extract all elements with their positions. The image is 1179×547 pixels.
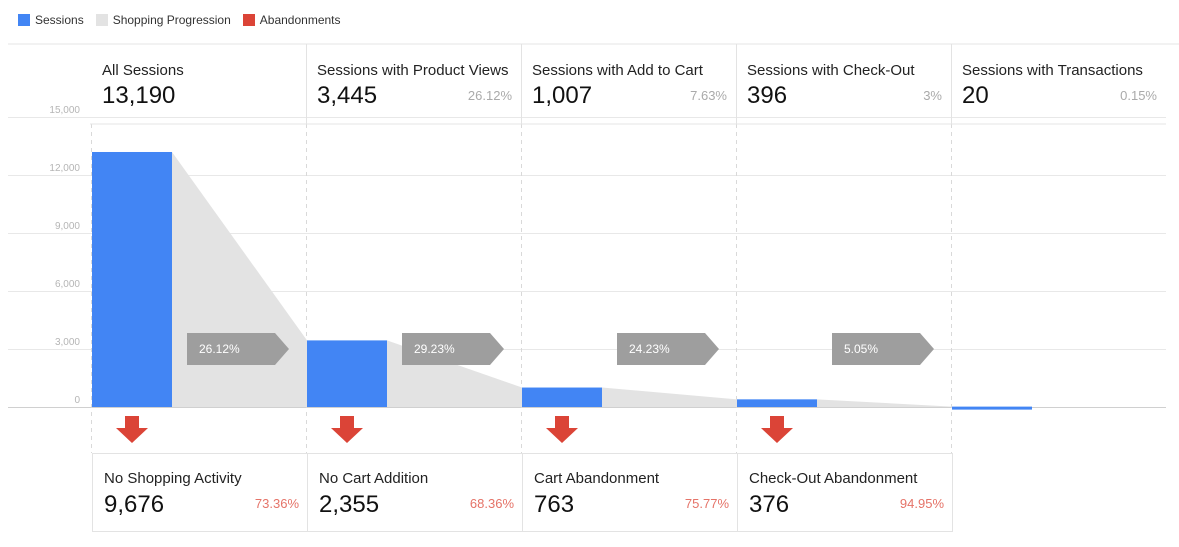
- conversion-rate-label: 29.23%: [414, 342, 455, 356]
- y-tick-label: 12,000: [49, 163, 80, 174]
- y-tick-label: 6,000: [54, 279, 80, 290]
- conversion-rate-label: 26.12%: [199, 342, 240, 356]
- stage-header: Sessions with Check-Out 396 3%: [735, 60, 950, 120]
- stage-header: Sessions with Transactions 20 0.15%: [950, 60, 1165, 120]
- abandonment-name: Cart Abandonment: [534, 470, 660, 487]
- abandonment-arrow-1: [331, 416, 363, 443]
- bar-1: [307, 340, 387, 407]
- abandonment-value: 376: [749, 491, 790, 518]
- stage-value: 1,007: [532, 82, 593, 109]
- bar-4: [952, 406, 1032, 410]
- abandonment-box: Cart Abandonment 763 75.77%: [522, 453, 737, 531]
- abandonment-box: No Cart Addition 2,355 68.36%: [307, 453, 522, 531]
- abandonment-name: No Shopping Activity: [104, 470, 242, 487]
- stage-header: All Sessions 13,190: [90, 60, 305, 120]
- abandonment-value: 763: [534, 491, 575, 518]
- y-tick-label: 9,000: [54, 221, 80, 232]
- abandonment-arrow-3: [761, 416, 793, 443]
- abandonment-percent: 73.36%: [254, 496, 299, 511]
- conversion-arrow-3: [832, 333, 934, 365]
- legend-swatch-shopping-progression: [95, 14, 108, 26]
- bar-2: [522, 387, 602, 407]
- conversion-rate-label: 5.05%: [844, 342, 879, 356]
- abandonment-value: 9,676: [104, 491, 165, 518]
- stage-name: All Sessions: [102, 62, 184, 79]
- stage-percent: 26.12%: [467, 88, 512, 103]
- stage-percent: 0.15%: [1120, 88, 1157, 103]
- abandonment-value: 2,355: [319, 491, 380, 518]
- stage-value: 396: [747, 82, 788, 109]
- stage-percent: 3%: [923, 88, 942, 103]
- legend-item-abandonments[interactable]: Abandonments: [242, 13, 341, 27]
- bar-0: [92, 151, 172, 407]
- stage-header: Sessions with Product Views 3,445 26.12%: [305, 60, 520, 120]
- abandonment-arrow-0: [116, 416, 148, 443]
- stage-name: Sessions with Transactions: [962, 62, 1143, 79]
- stage-percent: 7.63%: [690, 88, 727, 103]
- abandonment-percent: 94.95%: [899, 496, 944, 511]
- abandonment-name: Check-Out Abandonment: [749, 470, 918, 487]
- legend-item-sessions[interactable]: Sessions: [18, 13, 84, 27]
- legend-item-shopping-progression[interactable]: Shopping Progression: [95, 13, 231, 27]
- abandonment-percent: 68.36%: [469, 496, 514, 511]
- y-tick-label: 3,000: [54, 337, 80, 348]
- stage-name: Sessions with Add to Cart: [532, 62, 703, 79]
- chart-legend: Sessions Shopping Progression Abandonmen…: [18, 12, 353, 28]
- abandonment-percent: 75.77%: [684, 496, 729, 511]
- bar-3: [737, 399, 817, 407]
- conversion-arrow-0: [187, 333, 289, 365]
- conversion-arrow-1: [402, 333, 504, 365]
- conversion-rate-label: 24.23%: [629, 342, 670, 356]
- abandonment-name: No Cart Addition: [319, 470, 429, 487]
- progression-area-2: [602, 387, 737, 407]
- legend-swatch-sessions: [18, 14, 30, 26]
- stage-value: 13,190: [102, 82, 176, 109]
- stage-value: 20: [962, 82, 989, 109]
- y-tick-label: 15,000: [49, 105, 80, 116]
- abandonment-box: No Shopping Activity 9,676 73.36%: [92, 453, 307, 531]
- stage-name: Sessions with Check-Out: [747, 62, 915, 79]
- legend-label-sessions: Sessions: [35, 13, 84, 27]
- conversion-arrow-2: [617, 333, 719, 365]
- legend-label-abandonments: Abandonments: [259, 13, 341, 27]
- legend-swatch-abandonments: [242, 14, 255, 26]
- stage-header: Sessions with Add to Cart 1,007 7.63%: [520, 60, 735, 120]
- abandonment-arrow-2: [546, 416, 578, 443]
- y-tick-label: 0: [74, 395, 80, 406]
- progression-area-0: [172, 151, 307, 407]
- legend-label-shopping-progression: Shopping Progression: [112, 13, 231, 27]
- stage-value: 3,445: [317, 82, 378, 109]
- progression-area-3: [817, 399, 952, 407]
- abandonment-box-border-3: [737, 453, 953, 532]
- stage-name: Sessions with Product Views: [317, 62, 509, 79]
- abandonment-box: Check-Out Abandonment 376 94.95%: [737, 453, 952, 531]
